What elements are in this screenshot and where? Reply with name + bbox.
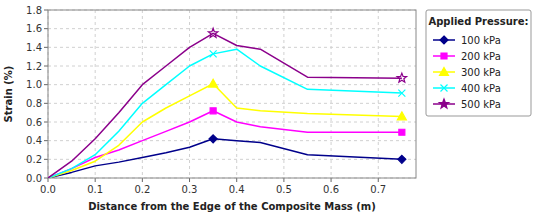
grid-line (48, 122, 416, 123)
tick-label: 0.2 (26, 154, 42, 165)
plot-frame (48, 10, 416, 178)
series-marker (209, 135, 217, 143)
tick-label: 0.4 (26, 135, 42, 146)
legend-label: 500 kPa (461, 99, 501, 110)
tick-label: 1.4 (26, 42, 42, 53)
grid-line (142, 10, 143, 178)
grid-line (48, 159, 416, 160)
grid-line (189, 10, 190, 178)
tick-label: 0.6 (323, 184, 339, 195)
tick-mark (189, 178, 190, 182)
legend-label: 100 kPa (461, 35, 501, 46)
series-line (48, 139, 402, 178)
tick-label: 1.2 (26, 61, 42, 72)
series-marker (210, 50, 217, 57)
tick-label: 0.8 (26, 98, 42, 109)
x-axis-label: Distance from the Edge of the Composite … (88, 201, 376, 212)
legend-title: Applied Pressure: (428, 16, 528, 27)
y-axis-label: Strain (%) (3, 66, 14, 123)
grid-line (378, 10, 379, 178)
tick-mark (283, 178, 284, 182)
series-marker (397, 73, 407, 82)
tick-label: 0.1 (87, 184, 103, 195)
tick-label: 0.4 (229, 184, 245, 195)
tick-mark (44, 140, 48, 141)
grid-line (236, 10, 237, 178)
grid-line (48, 47, 416, 48)
tick-mark (44, 66, 48, 67)
tick-mark (331, 178, 332, 182)
tick-label: 1.0 (26, 79, 42, 90)
tick-label: 1.8 (26, 5, 42, 16)
grid-line (283, 10, 284, 178)
series-line (48, 33, 402, 178)
legend-marker (441, 85, 448, 92)
chart: 0.0 0.1 0.2 0.3 0.4 0.5 0.6 0.7 0.0 0.2 0.4 0.6 0.8 1… (0, 0, 535, 222)
tick-mark (95, 178, 96, 182)
tick-label: 0.7 (370, 184, 386, 195)
legend-marker (440, 68, 449, 76)
grid-line (48, 66, 416, 67)
grid-line (95, 10, 96, 178)
series-marker (398, 155, 406, 163)
plot-area (48, 10, 416, 178)
tick-mark (44, 159, 48, 160)
tick-label: 0.2 (134, 184, 150, 195)
legend-marker (439, 99, 449, 108)
tick-mark (44, 103, 48, 104)
axes: 0.0 0.1 0.2 0.3 0.4 0.5 0.6 0.7 0.0 0.2 0.4 0.6 0.8 1… (26, 5, 416, 196)
tick-label: 0.5 (276, 184, 292, 195)
tick-mark (44, 84, 48, 85)
legend: Applied Pressure: 100 kPa 200 kPa 300 kPa 40… (426, 10, 531, 116)
legend-marker (440, 36, 448, 44)
series-marker (397, 112, 406, 120)
tick-mark (236, 178, 237, 182)
tick-mark (378, 178, 379, 182)
grid-line (48, 28, 416, 29)
tick-label: 0.3 (182, 184, 198, 195)
series-marker (208, 28, 218, 37)
series-marker (210, 108, 216, 114)
series-line (48, 111, 402, 178)
tick-label: 0.0 (26, 173, 42, 184)
series-line (48, 49, 402, 178)
grid-line (48, 84, 416, 85)
legend-box (426, 10, 531, 116)
tick-mark (44, 178, 48, 179)
grid (48, 10, 416, 178)
legend-label: 200 kPa (461, 51, 501, 62)
tick-mark (44, 122, 48, 123)
tick-mark (48, 178, 49, 182)
tick-mark (44, 28, 48, 29)
series-marker (398, 90, 405, 97)
series-group (48, 28, 407, 178)
series-marker (399, 129, 405, 135)
legend-marker (441, 53, 447, 59)
tick-mark (44, 47, 48, 48)
tick-label: 0.0 (40, 184, 56, 195)
tick-mark (44, 10, 48, 11)
legend-label: 300 kPa (461, 67, 501, 78)
legend-label: 400 kPa (461, 83, 501, 94)
series-marker (209, 79, 218, 87)
tick-label: 1.6 (26, 23, 42, 34)
grid-line (331, 10, 332, 178)
tick-mark (142, 178, 143, 182)
series-line (48, 84, 402, 178)
tick-label: 0.6 (26, 117, 42, 128)
